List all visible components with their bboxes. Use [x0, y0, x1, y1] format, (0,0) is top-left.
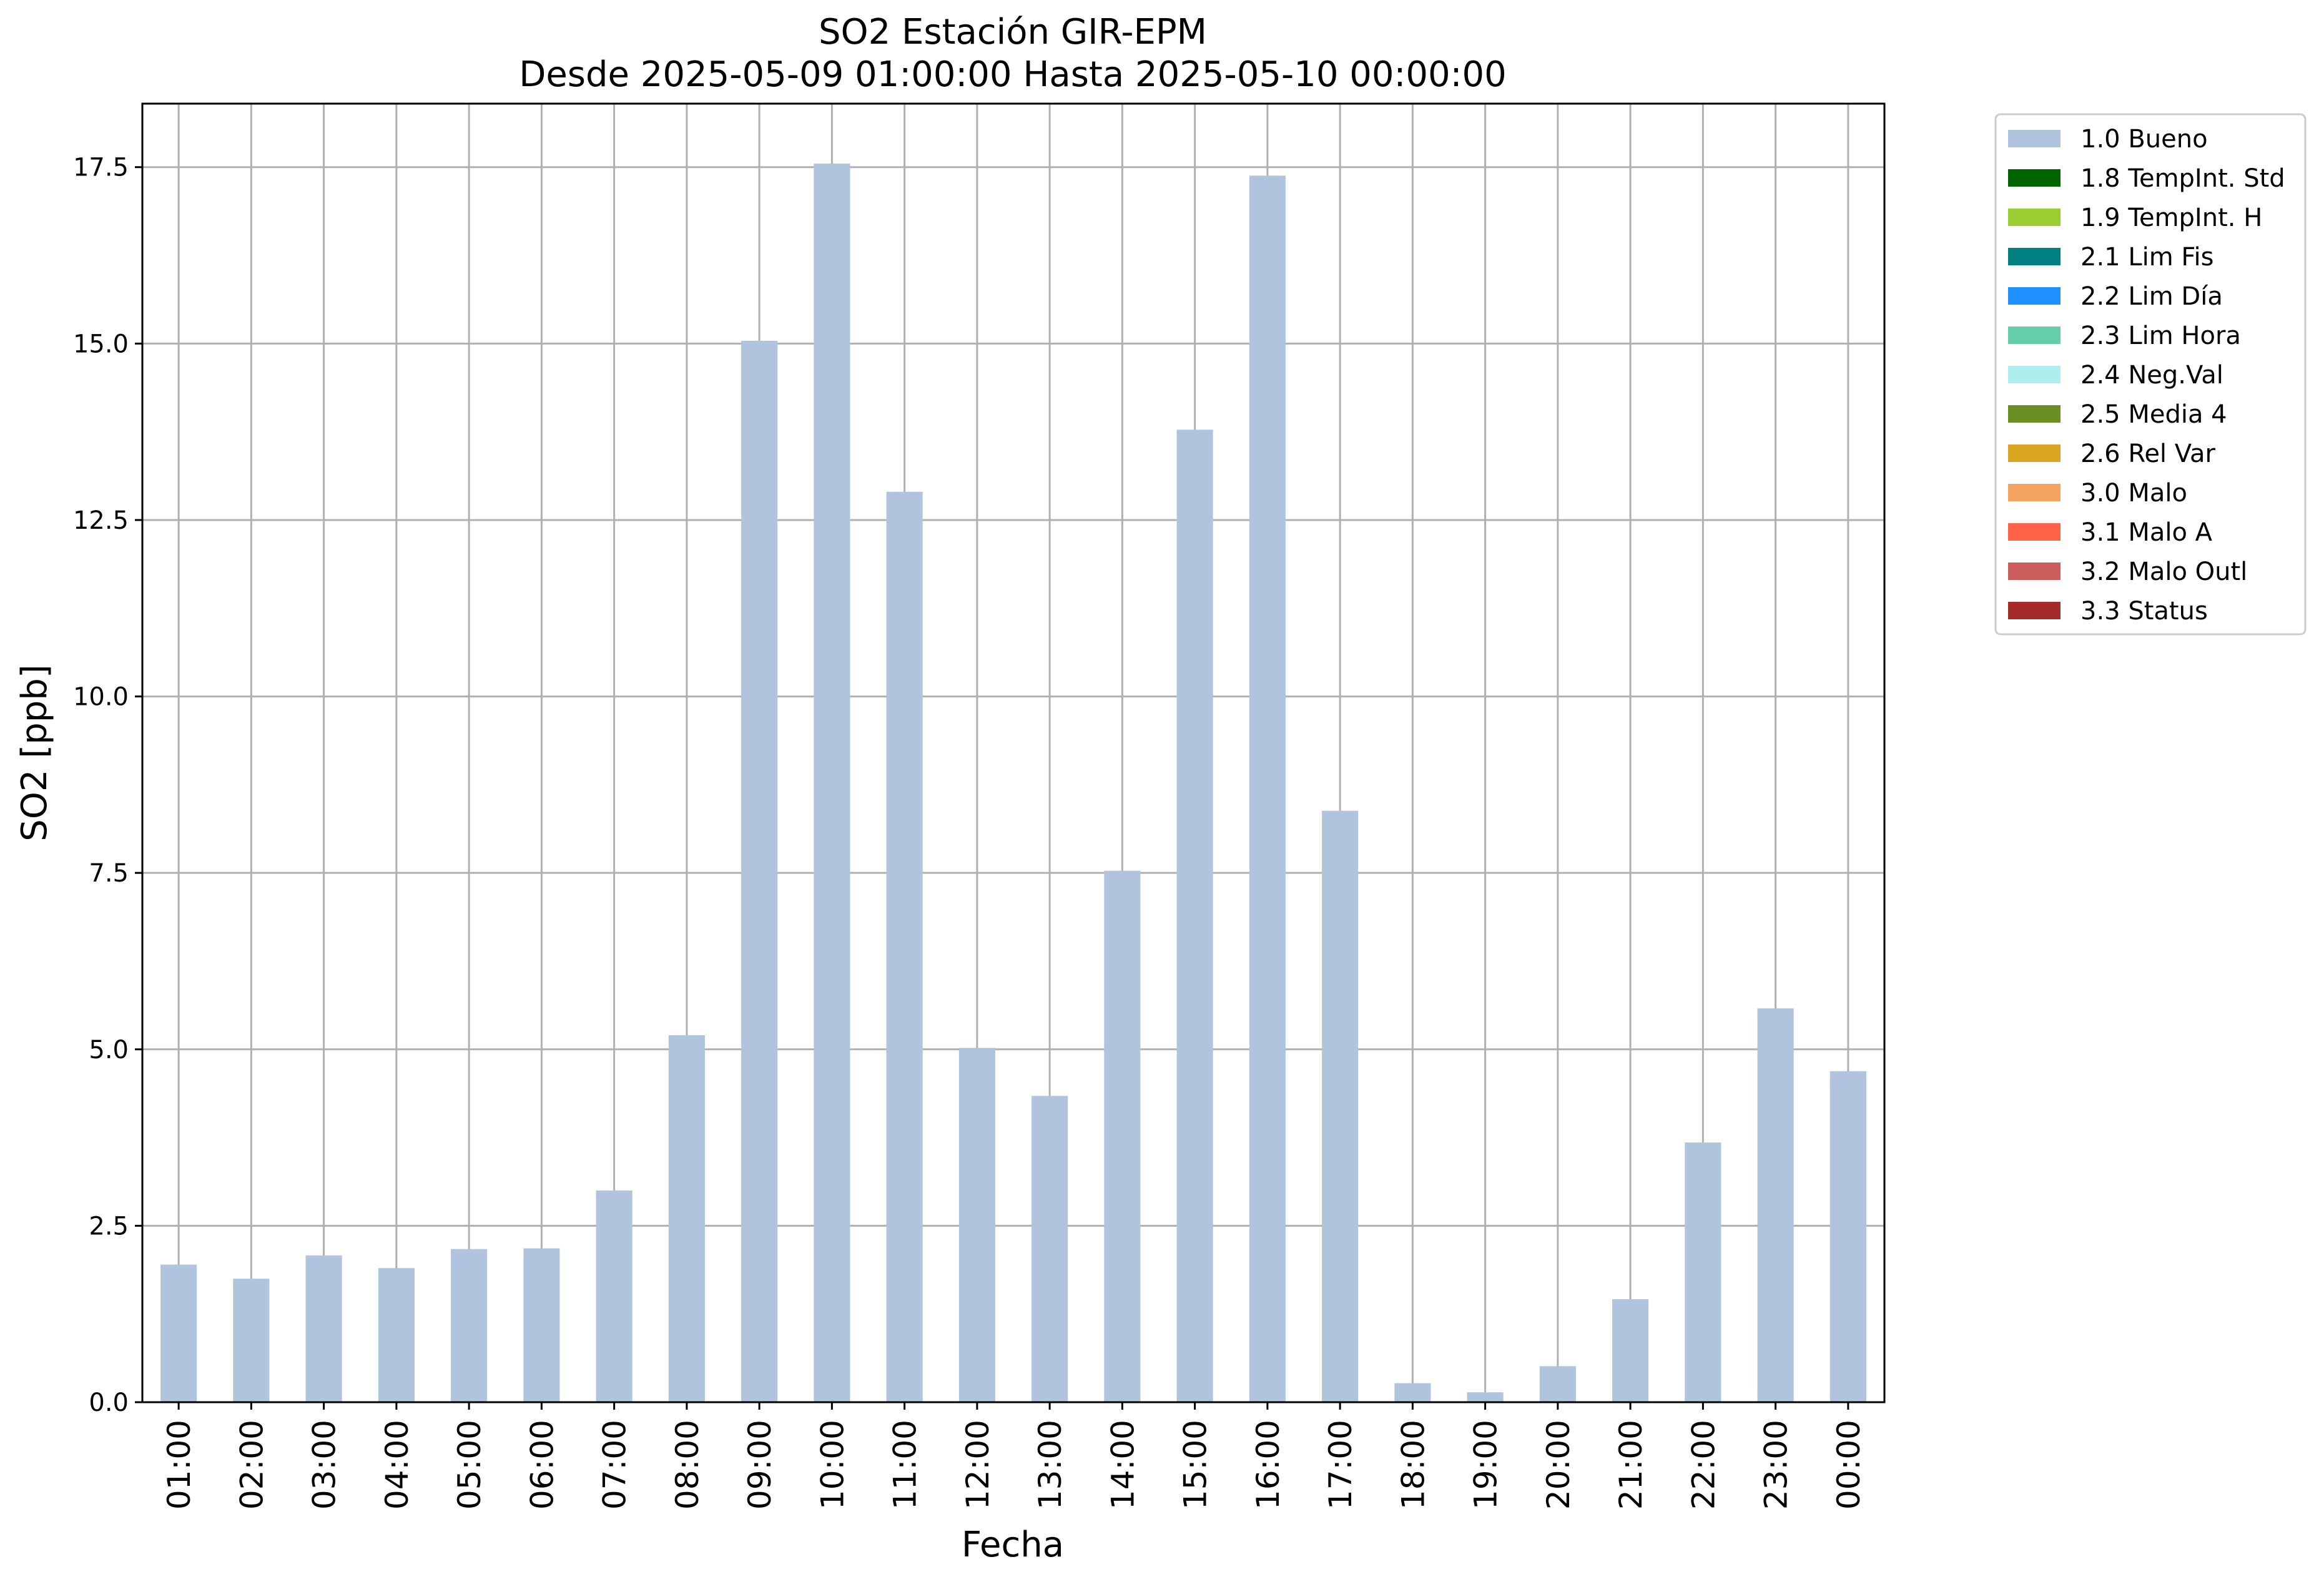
x-tick-label: 02:00 — [234, 1420, 270, 1510]
bar — [741, 340, 778, 1402]
legend-swatch — [2008, 366, 2061, 383]
bar — [451, 1249, 488, 1402]
legend-items: 1.0 Bueno 1.8 TempInt. Std 1.9 TempInt. H 2… — [2008, 125, 2285, 626]
x-tick-label: 18:00 — [1395, 1420, 1431, 1510]
bar — [305, 1255, 342, 1402]
bar — [1467, 1392, 1504, 1402]
x-tick-label: 16:00 — [1250, 1420, 1286, 1510]
legend-label: 1.0 Bueno — [2080, 125, 2208, 154]
legend-label: 2.6 Rel Var — [2080, 440, 2216, 468]
legend-swatch — [2008, 523, 2061, 541]
x-tick-label: 13:00 — [1032, 1420, 1068, 1510]
bar — [1176, 430, 1213, 1402]
legend: 1.0 Bueno 1.8 TempInt. Std 1.9 TempInt. H 2… — [1994, 113, 2307, 636]
legend-swatch — [2008, 209, 2061, 226]
x-tick-label: 20:00 — [1540, 1420, 1577, 1510]
x-tick-label: 19:00 — [1468, 1420, 1504, 1510]
x-tick-label: 03:00 — [307, 1420, 343, 1510]
bar — [886, 491, 923, 1402]
bar — [596, 1190, 633, 1402]
bar — [378, 1268, 415, 1402]
legend-label: 3.2 Malo Outl — [2080, 558, 2247, 586]
x-tick-label: 23:00 — [1758, 1420, 1795, 1510]
bar — [1829, 1071, 1866, 1402]
x-tick-label: 14:00 — [1105, 1420, 1141, 1510]
y-tick-label: 17.5 — [73, 154, 129, 182]
bar — [958, 1048, 995, 1402]
chart-subtitle: Desde 2025-05-09 01:00:00 Hasta 2025-05-… — [519, 54, 1507, 95]
legend-frame — [1994, 113, 2307, 636]
bar — [814, 164, 850, 1403]
x-tick-label: 06:00 — [524, 1420, 560, 1510]
x-tick-label: 11:00 — [887, 1420, 923, 1510]
bar — [1394, 1383, 1431, 1402]
y-tick-label: 0.0 — [89, 1388, 129, 1417]
y-tick-label: 12.5 — [73, 506, 129, 535]
bar — [668, 1035, 705, 1402]
x-tick-label: 05:00 — [451, 1420, 488, 1510]
y-tick-label: 5.0 — [89, 1036, 129, 1064]
legend-label: 2.4 Neg.Val — [2080, 361, 2223, 390]
legend-label: 3.0 Malo — [2080, 479, 2187, 508]
x-tick-label: 15:00 — [1178, 1420, 1214, 1510]
chart-title: SO2 Estación GIR-EPM — [819, 12, 1207, 52]
x-tick-label: 17:00 — [1322, 1420, 1359, 1510]
legend-swatch — [2008, 405, 2061, 423]
bar — [1685, 1142, 1721, 1402]
bar — [1539, 1366, 1576, 1402]
y-tick-label: 15.0 — [73, 330, 129, 358]
legend-label: 1.9 TempInt. H — [2080, 204, 2262, 232]
x-tick-label: 22:00 — [1685, 1420, 1721, 1510]
x-axis-label: Fecha — [962, 1525, 1064, 1565]
bar — [1032, 1096, 1068, 1402]
plot-frame — [141, 102, 1886, 1403]
y-tick-label: 2.5 — [89, 1212, 129, 1241]
legend-swatch — [2008, 602, 2061, 619]
legend-label: 1.8 TempInt. Std — [2080, 164, 2285, 193]
legend-swatch — [2008, 327, 2061, 344]
bar — [233, 1279, 270, 1402]
legend-label: 3.1 Malo A — [2080, 518, 2213, 547]
x-tick-label: 07:00 — [597, 1420, 633, 1510]
y-ticks: 0.0 2.5 5.0 7.5 10.0 12.5 15.0 17.5 — [73, 154, 142, 1417]
bar — [1757, 1008, 1794, 1402]
x-tick-label: 21:00 — [1613, 1420, 1649, 1510]
bars — [160, 164, 1866, 1403]
x-ticks: 01:00 02:00 03:00 04:00 05:00 06:00 07:00 08:00… — [161, 1402, 1867, 1510]
y-tick-label: 10.0 — [73, 683, 129, 712]
x-tick-label: 10:00 — [814, 1420, 850, 1510]
bar — [1104, 870, 1141, 1402]
legend-swatch — [2008, 445, 2061, 462]
bar — [1322, 810, 1359, 1402]
bar — [160, 1264, 197, 1402]
legend-label: 2.2 Lim Día — [2080, 282, 2223, 311]
legend-swatch — [2008, 169, 2061, 187]
grid — [142, 104, 1884, 1403]
legend-label: 2.5 Media 4 — [2080, 400, 2227, 429]
axes — [141, 102, 1886, 1403]
legend-swatch — [2008, 130, 2061, 147]
x-tick-label: 01:00 — [161, 1420, 197, 1510]
y-tick-label: 7.5 — [89, 859, 129, 888]
x-tick-label: 08:00 — [669, 1420, 706, 1510]
bar — [1612, 1299, 1649, 1402]
x-tick-label: 09:00 — [742, 1420, 778, 1510]
legend-swatch — [2008, 287, 2061, 305]
legend-label: 2.1 Lim Fis — [2080, 243, 2213, 272]
x-tick-label: 12:00 — [960, 1420, 996, 1510]
y-axis-label: SO2 [ppb] — [14, 664, 55, 841]
legend-label: 2.3 Lim Hora — [2080, 322, 2241, 350]
legend-label: 3.3 Status — [2080, 597, 2208, 626]
bar — [1249, 175, 1286, 1403]
legend-swatch — [2008, 248, 2061, 265]
legend-swatch — [2008, 484, 2061, 501]
x-tick-label: 04:00 — [379, 1420, 415, 1510]
bar — [523, 1248, 560, 1402]
legend-swatch — [2008, 563, 2061, 580]
x-tick-label: 00:00 — [1831, 1420, 1867, 1510]
